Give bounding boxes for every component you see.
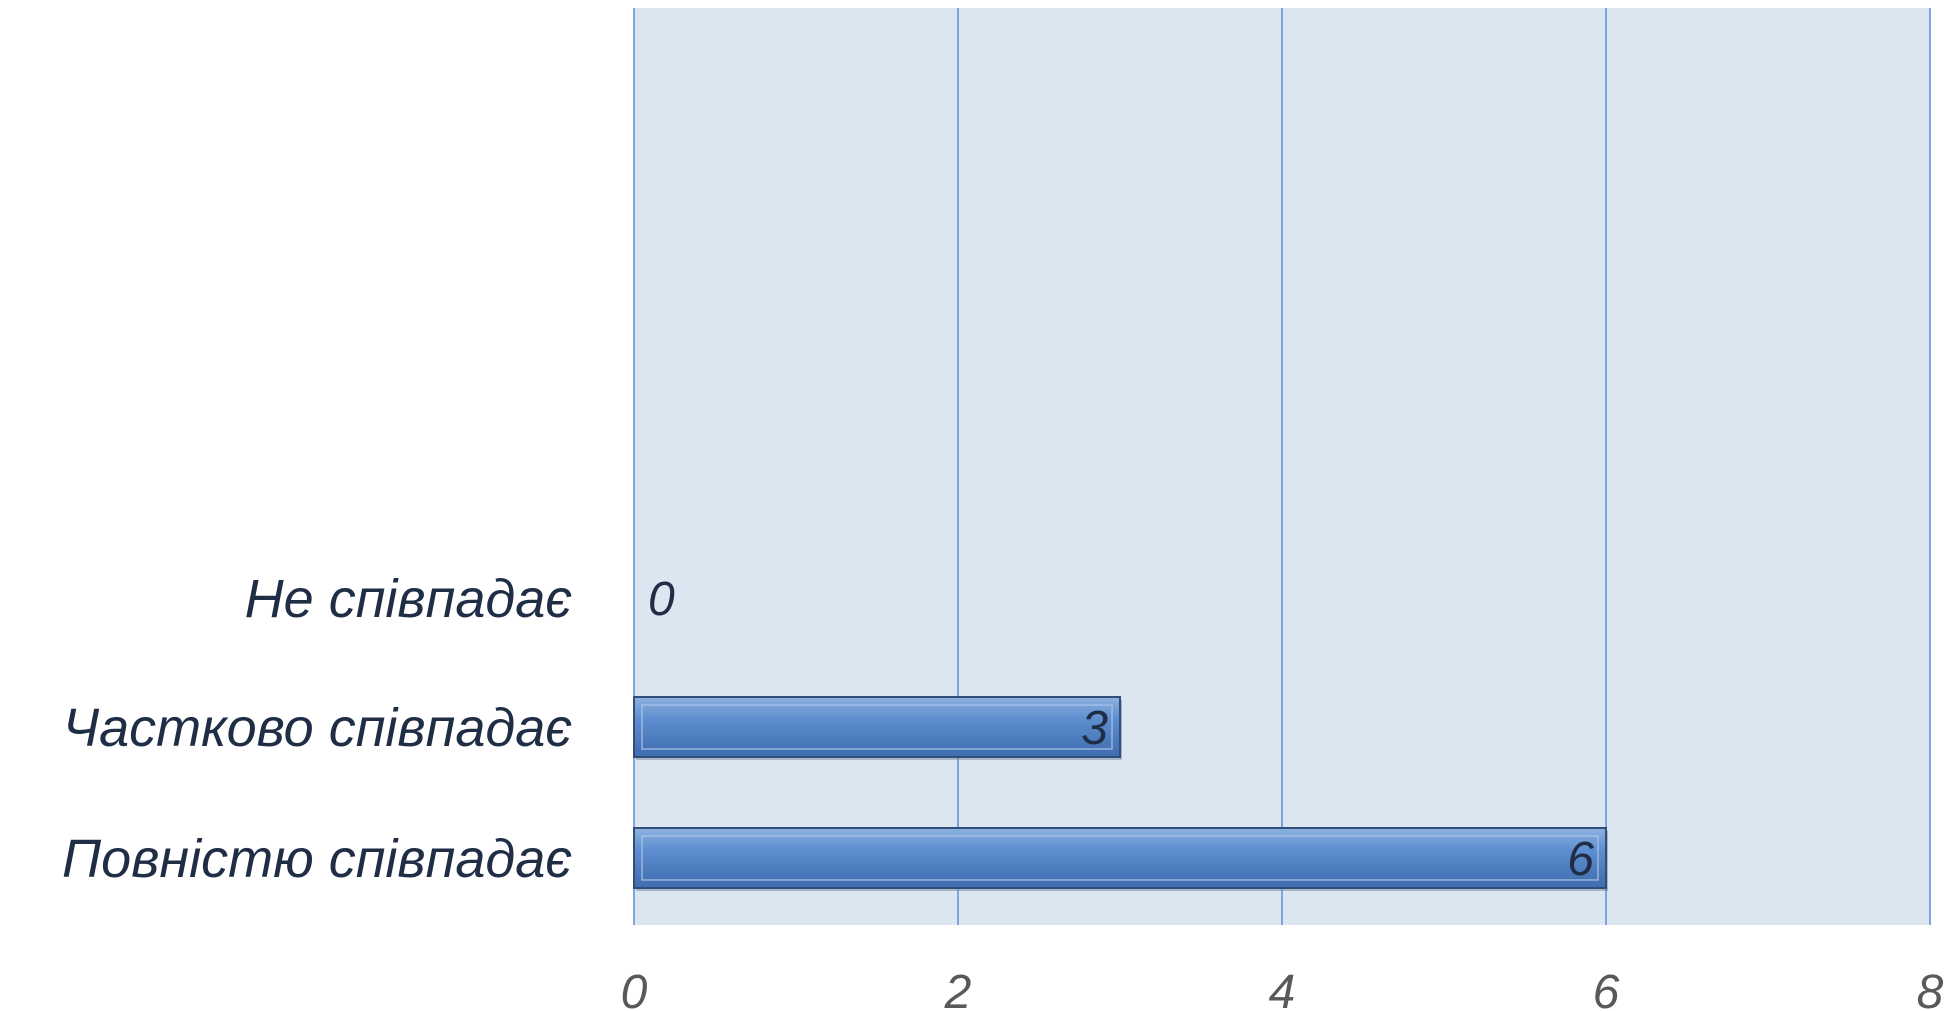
category-labels: Не співпадає Частково співпадає Повністю с… [62, 569, 572, 889]
x-tick-label: 6 [1593, 966, 1620, 1011]
data-label: 0 [648, 573, 675, 626]
bar-bevel [641, 835, 1599, 881]
bar [633, 827, 1607, 889]
category-label: Повністю співпадає [62, 829, 572, 889]
x-tick-label: 4 [1269, 966, 1296, 1011]
x-tick-label: 0 [621, 966, 648, 1011]
bars: 0 3 6 [633, 573, 1608, 891]
x-axis-ticks: 0 2 4 6 8 [621, 966, 1944, 1011]
bar [633, 696, 1121, 758]
category-label: Не співпадає [245, 569, 573, 629]
x-tick-label: 2 [944, 966, 972, 1011]
bar-bevel [641, 704, 1113, 750]
data-label: 6 [1567, 833, 1594, 886]
gridlines [633, 8, 1931, 925]
data-label: 3 [1081, 702, 1108, 755]
x-tick-label: 8 [1917, 966, 1944, 1011]
category-label: Частково співпадає [63, 698, 572, 758]
